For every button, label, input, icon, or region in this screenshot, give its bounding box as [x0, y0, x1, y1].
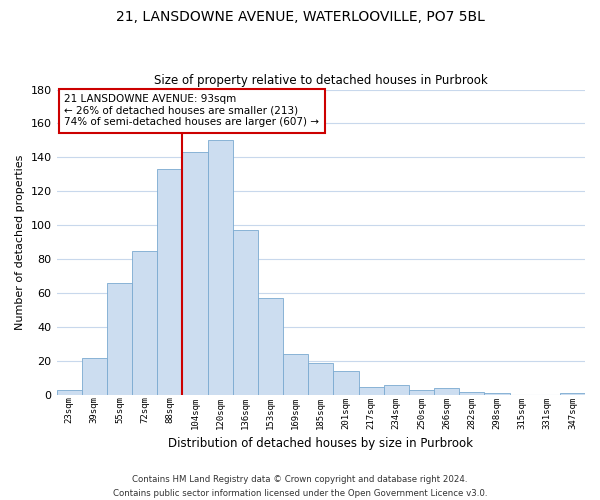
Bar	[359, 386, 383, 395]
Text: 21, LANSDOWNE AVENUE, WATERLOOVILLE, PO7 5BL: 21, LANSDOWNE AVENUE, WATERLOOVILLE, PO7…	[116, 10, 484, 24]
Text: Contains HM Land Registry data © Crown copyright and database right 2024.
Contai: Contains HM Land Registry data © Crown c…	[113, 476, 487, 498]
Bar	[157, 170, 182, 395]
Bar	[208, 140, 233, 395]
Bar	[132, 251, 157, 395]
Bar	[82, 358, 107, 395]
Bar	[484, 394, 509, 395]
Bar	[434, 388, 459, 395]
Bar	[233, 230, 258, 395]
Bar	[560, 394, 585, 395]
X-axis label: Distribution of detached houses by size in Purbrook: Distribution of detached houses by size …	[168, 437, 473, 450]
Bar	[283, 354, 308, 395]
Bar	[334, 372, 359, 395]
Bar	[459, 392, 484, 395]
Bar	[308, 363, 334, 395]
Bar	[107, 283, 132, 395]
Text: 21 LANSDOWNE AVENUE: 93sqm
← 26% of detached houses are smaller (213)
74% of sem: 21 LANSDOWNE AVENUE: 93sqm ← 26% of deta…	[64, 94, 319, 128]
Bar	[56, 390, 82, 395]
Bar	[258, 298, 283, 395]
Bar	[383, 385, 409, 395]
Bar	[182, 152, 208, 395]
Y-axis label: Number of detached properties: Number of detached properties	[15, 154, 25, 330]
Title: Size of property relative to detached houses in Purbrook: Size of property relative to detached ho…	[154, 74, 488, 87]
Bar	[409, 390, 434, 395]
